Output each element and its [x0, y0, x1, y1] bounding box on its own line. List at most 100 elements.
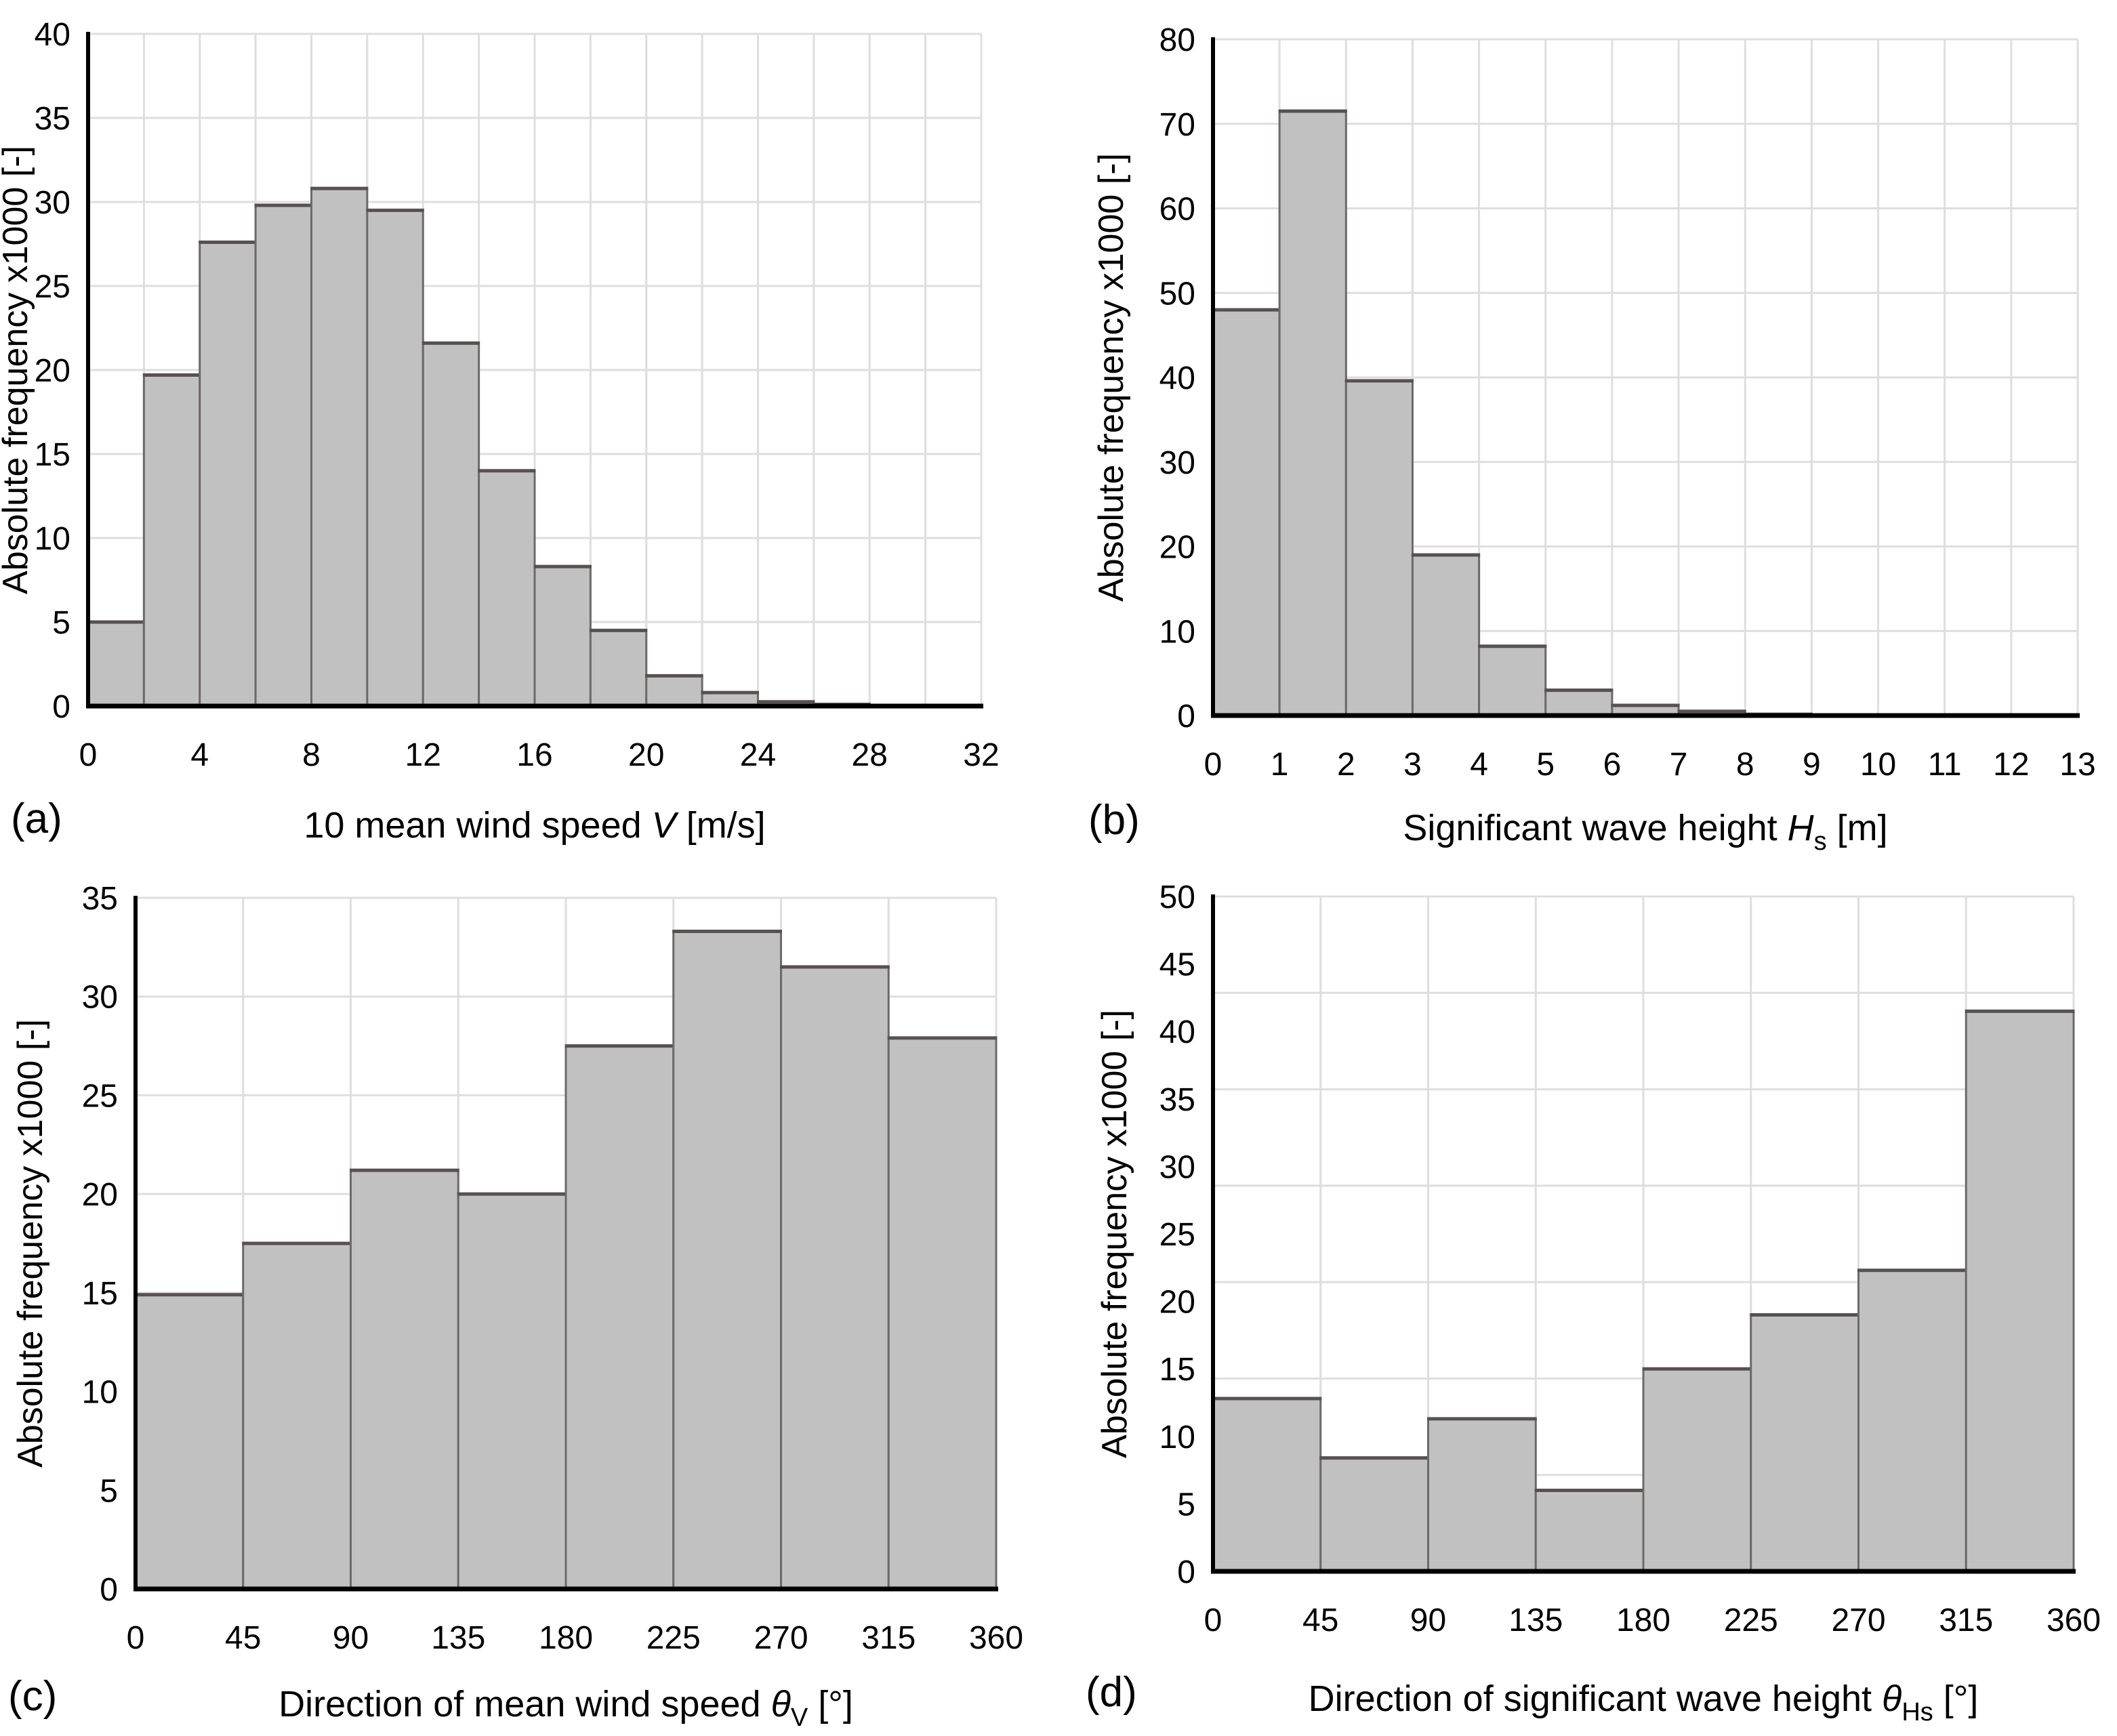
y-tick-label: 5: [1177, 1487, 1195, 1523]
histogram-bar: [1965, 1010, 2075, 1573]
histogram-bar: [457, 1193, 567, 1590]
x-tick-label: 360: [969, 1620, 1023, 1656]
y-tick-label: 10: [35, 521, 70, 557]
y-tick-label: 20: [1159, 1285, 1195, 1321]
x-tick-label: 0: [1204, 747, 1222, 783]
histogram-bar: [1750, 1314, 1859, 1573]
x-tick-label: 7: [1670, 747, 1688, 783]
x-tick-label: 8: [302, 737, 321, 773]
y-tick-label: 10: [1159, 614, 1195, 650]
y-tick-label: 25: [35, 269, 70, 305]
x-tick-label: 270: [1831, 1603, 1885, 1638]
panel-c-wind-direction-histogram: 0 5 10 15 20 25 30 35 0 45 90 135 180 225 270 315 360 Dir…: [0, 868, 1058, 1736]
x-tick-label: 32: [963, 737, 999, 773]
y-tick-label: 70: [1159, 107, 1195, 143]
x-tick-label: 24: [740, 737, 776, 773]
y-tick-label: 80: [1159, 22, 1195, 58]
x-tick-label: 3: [1403, 747, 1422, 783]
x-tick-label: 12: [405, 737, 441, 773]
panel-a-wind-speed-histogram: 0 5 10 15 20 25 30 35 40 0 4 8 12 16 20 24 28 32 10 mean w…: [0, 0, 1058, 868]
panel-letter-d: (d): [1086, 1669, 1137, 1716]
x-tick-label: 2: [1337, 747, 1355, 783]
panel-b-wave-height-histogram: 0 10 20 30 40 50 60 70 80 0 1 2 3 4 5 6 7 8 9 10 11 12 13 Signi…: [1058, 0, 2117, 868]
y-tick-label: 20: [35, 353, 70, 389]
x-tick-label: 360: [2047, 1603, 2101, 1638]
y-tick-label: 30: [1159, 1149, 1195, 1185]
x-tick-label: 12: [1993, 747, 2029, 783]
histogram-bar: [350, 1169, 459, 1590]
y-tick-label: 30: [82, 980, 118, 1016]
y-tick-label: 10: [82, 1375, 118, 1411]
x-tick-label: 1: [1271, 747, 1289, 783]
x-tick-label: 315: [861, 1620, 916, 1656]
histogram-a-plot: 0 5 10 15 20 25 30 35 40 0 4 8 12 16 20 24 28 32 10 mean w…: [0, 17, 1000, 846]
x-tick-label: 8: [1736, 747, 1754, 783]
x-tick-label: 5: [1536, 747, 1555, 783]
histogram-bar: [142, 373, 201, 707]
histogram-bar: [1478, 645, 1547, 717]
histogram-bar: [1427, 1418, 1537, 1573]
y-tick-label: 0: [1177, 1554, 1195, 1590]
histogram-bar: [564, 1045, 675, 1590]
y-tick-label: 50: [1159, 880, 1195, 915]
histogram-bar: [254, 204, 312, 707]
histogram-bar: [1534, 1489, 1645, 1573]
x-tick-label: 225: [646, 1620, 701, 1656]
y-tick-label: 5: [100, 1473, 118, 1509]
histogram-bar: [199, 241, 257, 707]
y-tick-label: 20: [82, 1177, 118, 1213]
histogram-bar: [1642, 1367, 1752, 1573]
y-axis-title: Absolute frequency x1000 [-]: [1092, 153, 1131, 602]
histogram-bar: [478, 470, 536, 707]
x-tick-label: 4: [190, 737, 209, 773]
panel-d-wave-direction-histogram: 0 5 10 15 20 25 30 35 40 45 50 0 45 90 135 180 225 270 315…: [1058, 868, 2117, 1736]
x-axis-title: 10 mean wind speed V [m/s]: [304, 805, 765, 846]
y-axis-title: Absolute frequency x1000 [-]: [1095, 1010, 1134, 1458]
panel-letter-a: (a): [11, 795, 62, 842]
x-tick-label: 225: [1724, 1603, 1778, 1638]
y-tick-label: 5: [52, 605, 70, 641]
x-tick-label: 9: [1803, 747, 1821, 783]
y-tick-label: 0: [100, 1572, 118, 1608]
y-axis-title: Absolute frequency x1000 [-]: [11, 1019, 50, 1468]
y-axis-title: Absolute frequency x1000 [-]: [0, 146, 35, 594]
y-tick-label: 15: [35, 437, 70, 473]
y-tick-label: 15: [1159, 1352, 1195, 1388]
y-tick-label: 30: [1159, 445, 1195, 481]
histogram-bar: [589, 629, 648, 707]
y-tick-label: 0: [1177, 699, 1195, 735]
histogram-bar: [242, 1242, 352, 1590]
panel-letter-c: (c): [8, 1673, 58, 1720]
y-tick-label: 0: [52, 689, 70, 725]
y-tick-label: 45: [1159, 947, 1195, 983]
histogram-bar: [1411, 554, 1481, 717]
histogram-bar: [134, 1294, 245, 1590]
histogram-bar: [533, 565, 592, 707]
y-tick-label: 50: [1159, 276, 1195, 312]
y-tick-label: 20: [1159, 530, 1195, 566]
x-tick-label: 180: [539, 1620, 593, 1656]
x-tick-label: 6: [1603, 747, 1622, 783]
y-tick-label: 60: [1159, 192, 1195, 228]
histogram-c-plot: 0 5 10 15 20 25 30 35 0 45 90 135 180 225 270 315 360 Dir…: [11, 881, 1023, 1732]
histogram-bar: [780, 966, 890, 1590]
histogram-bar: [1278, 110, 1347, 717]
histogram-bar: [672, 930, 782, 1590]
y-tick-label: 35: [35, 101, 70, 137]
histogram-bar: [422, 342, 480, 707]
x-tick-label: 4: [1470, 747, 1488, 783]
y-tick-label: 35: [82, 881, 118, 917]
histogram-bar: [1344, 379, 1414, 717]
y-tick-label: 25: [1159, 1217, 1195, 1253]
histogram-bar: [887, 1037, 998, 1590]
x-tick-label: 90: [333, 1620, 369, 1656]
y-tick-label: 40: [35, 17, 70, 53]
x-tick-label: 90: [1410, 1603, 1446, 1638]
x-tick-label: 135: [431, 1620, 485, 1656]
y-tick-label: 40: [1159, 1014, 1195, 1050]
x-tick-label: 45: [1302, 1603, 1338, 1638]
histogram-d-plot: 0 5 10 15 20 25 30 35 40 45 50 0 45 90 135 180 225 270 315…: [1095, 880, 2101, 1727]
x-tick-label: 0: [1204, 1603, 1222, 1638]
